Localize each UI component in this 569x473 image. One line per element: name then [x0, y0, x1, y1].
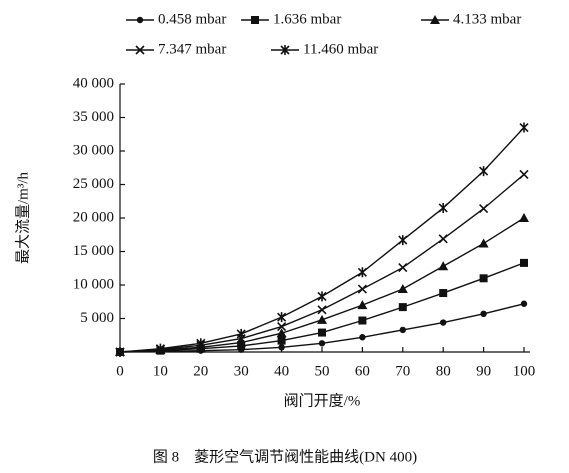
marker [519, 213, 529, 222]
marker [236, 337, 247, 347]
marker [399, 326, 406, 334]
x-tick-label: 10 [153, 363, 168, 379]
marker [318, 328, 326, 337]
marker [357, 300, 368, 310]
x-tick-label: 20 [193, 363, 208, 379]
marker [519, 122, 529, 133]
marker [398, 303, 407, 312]
marker [115, 347, 125, 357]
y-tick-label: 35 000 [73, 109, 114, 125]
x-tick-label: 40 [274, 363, 289, 379]
marker [397, 284, 408, 294]
marker [439, 289, 448, 298]
marker [440, 319, 447, 326]
x-tick-label: 50 [315, 363, 330, 379]
series-line [119, 173, 525, 353]
x-tick-label: 90 [476, 363, 491, 379]
legend-label: 4.133 mbar [453, 11, 521, 27]
legend-marker [251, 16, 259, 24]
marker [277, 336, 286, 345]
y-tick-label: 10 000 [73, 276, 114, 292]
legend-marker [136, 16, 144, 24]
caption: 图 8 菱形空气调节阀性能曲线(DN 400) [153, 448, 417, 465]
marker [479, 166, 489, 177]
marker [277, 312, 287, 323]
marker [317, 314, 327, 324]
x-tick-label: 100 [513, 363, 536, 379]
y-tick-label: 30 000 [73, 142, 114, 158]
legend-marker [280, 45, 290, 55]
x-tick-label: 80 [436, 363, 451, 379]
marker [480, 310, 487, 318]
legend-marker [135, 45, 145, 55]
marker [317, 291, 327, 302]
marker [278, 344, 285, 351]
marker [520, 258, 528, 267]
marker [155, 343, 165, 354]
x-tick-label: 60 [355, 363, 370, 379]
marker [478, 238, 489, 248]
marker [398, 263, 408, 273]
marker [479, 204, 489, 214]
marker [519, 169, 529, 180]
marker [358, 316, 367, 325]
x-tick-label: 70 [395, 363, 410, 379]
marker [196, 338, 206, 349]
legend-label: 1.636 mbar [273, 11, 341, 27]
y-tick-label: 5 000 [80, 310, 114, 326]
marker [277, 321, 287, 332]
marker [276, 328, 287, 338]
marker [479, 274, 488, 283]
legend-label: 11.460 mbar [303, 41, 378, 57]
x-axis-label: 阀门开度/% [284, 392, 361, 409]
legend-marker [430, 15, 440, 24]
marker [317, 305, 327, 315]
marker [236, 328, 246, 339]
marker [318, 340, 326, 347]
marker [357, 284, 367, 294]
y-tick-label: 40 000 [73, 75, 114, 91]
y-axis-label: 最大流量/m³/h [14, 172, 31, 264]
marker [398, 235, 408, 246]
marker [520, 300, 528, 307]
y-tick-label: 20 000 [73, 209, 114, 225]
marker [357, 267, 367, 278]
marker [438, 202, 448, 213]
x-tick-label: 30 [234, 363, 249, 379]
series-line [119, 262, 525, 353]
legend-label: 0.458 mbar [158, 11, 226, 27]
x-tick-label: 0 [116, 363, 124, 379]
y-tick-label: 15 000 [73, 243, 114, 259]
y-tick-label: 25 000 [73, 176, 114, 192]
legend-label: 7.347 mbar [158, 41, 226, 57]
marker [438, 234, 448, 244]
marker [438, 261, 449, 271]
marker [359, 334, 366, 341]
